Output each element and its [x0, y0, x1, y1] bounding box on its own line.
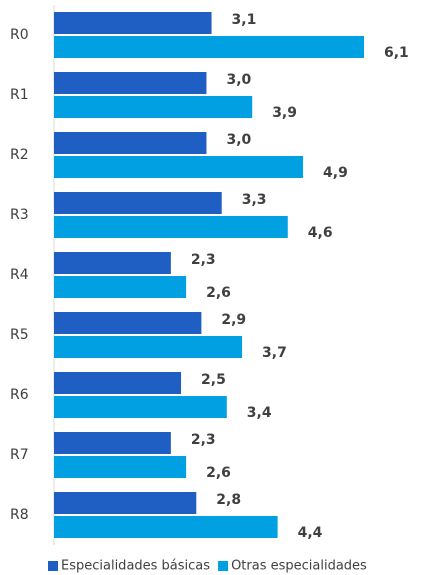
bar: [54, 96, 253, 118]
bar: [54, 432, 171, 454]
bar: [54, 396, 227, 418]
value-label: 2,9: [221, 312, 246, 328]
value-label: 3,3: [242, 192, 267, 208]
bar: [54, 516, 278, 538]
bar: [54, 312, 202, 334]
bar: [54, 456, 187, 478]
bar: [54, 192, 222, 214]
category-label: R0: [10, 27, 29, 43]
category-label: R6: [10, 387, 29, 403]
bar: [54, 12, 212, 34]
value-label: 3,0: [226, 72, 251, 88]
legend-swatch: [218, 561, 229, 571]
value-label: 3,9: [272, 105, 297, 121]
value-label: 4,6: [308, 225, 333, 241]
bar: [54, 216, 288, 238]
bar: [54, 336, 243, 358]
bar: [54, 36, 364, 58]
value-label: 4,9: [323, 165, 348, 181]
category-label: R5: [10, 327, 29, 343]
value-label: 2,3: [191, 252, 216, 268]
category-label: R7: [10, 447, 29, 463]
category-label: R3: [10, 207, 29, 223]
bar: [54, 372, 182, 394]
value-label: 3,0: [226, 132, 251, 148]
value-label: 4,4: [298, 525, 323, 541]
value-label: 3,1: [232, 12, 257, 28]
category-label: R4: [10, 267, 29, 283]
value-label: 2,6: [206, 285, 231, 301]
bar: [54, 72, 207, 94]
value-label: 3,4: [247, 405, 272, 421]
bar: [54, 276, 187, 298]
value-label: 2,6: [206, 465, 231, 481]
bar: [54, 492, 197, 514]
value-label: 2,3: [191, 432, 216, 448]
category-label: R8: [10, 507, 29, 523]
category-label: R1: [10, 87, 29, 103]
legend-label: Especialidades básicas: [61, 559, 210, 574]
value-label: 6,1: [384, 45, 409, 61]
legend-swatch: [48, 561, 58, 571]
bar: [54, 252, 171, 274]
value-label: 2,5: [201, 372, 226, 388]
value-label: 2,8: [216, 492, 241, 508]
bar: [54, 132, 207, 154]
value-label: 3,7: [262, 345, 287, 361]
legend-label: Otras especialidades: [231, 559, 367, 574]
category-label: R2: [10, 147, 29, 163]
bar: [54, 156, 304, 178]
